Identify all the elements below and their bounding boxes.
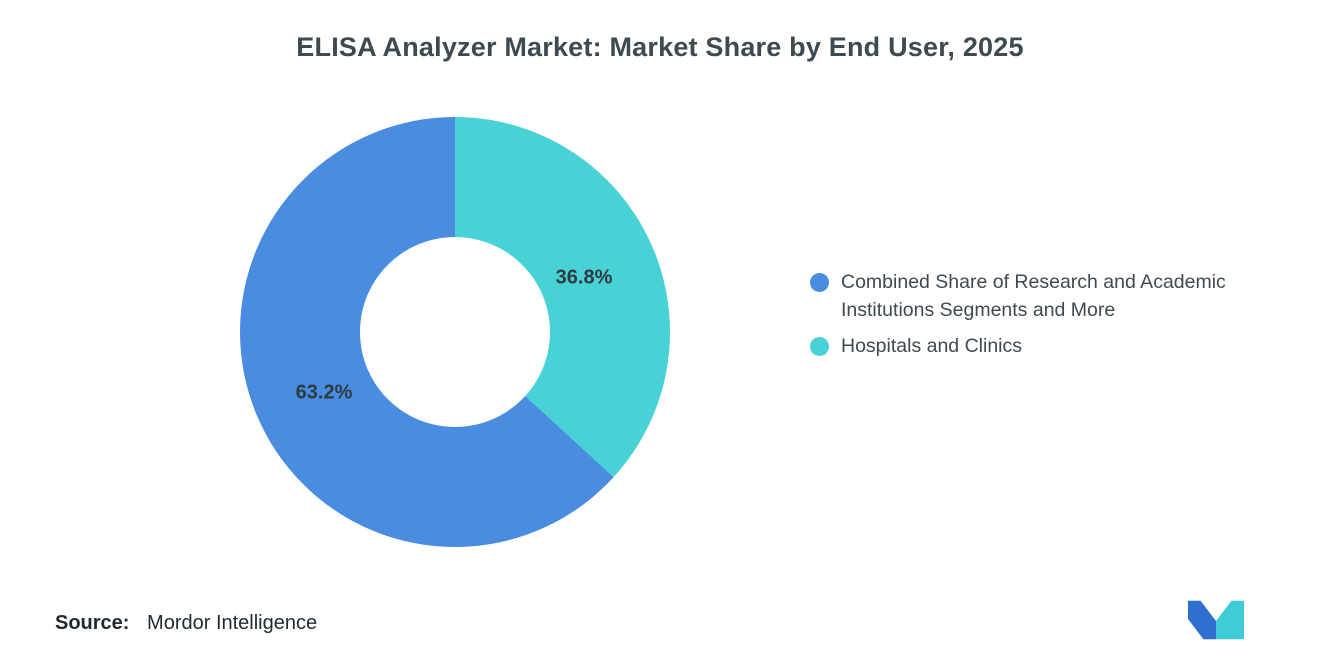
logo-right-shape bbox=[1216, 600, 1244, 640]
source-text: Mordor Intelligence bbox=[147, 612, 318, 634]
legend-label-research-academic: Combined Share of Research and Academic … bbox=[841, 271, 1226, 321]
donut-hole bbox=[360, 237, 550, 427]
mordor-intelligence-logo bbox=[1188, 600, 1244, 640]
legend-item-research-academic: Combined Share of Research and Academic … bbox=[810, 268, 1290, 324]
chart-title: ELISA Analyzer Market: Market Share by E… bbox=[296, 32, 1024, 62]
legend: Combined Share of Research and Academic … bbox=[810, 268, 1290, 368]
source-label: Source: bbox=[55, 612, 130, 634]
slice-label-hospitals-clinics: 36.8% bbox=[555, 266, 613, 289]
slice-label-research-academic: 63.2% bbox=[295, 381, 353, 404]
legend-dot-blue bbox=[810, 273, 829, 292]
legend-label-hospitals-clinics: Hospitals and Clinics bbox=[841, 335, 1022, 357]
donut-chart-area: 36.8% 63.2% bbox=[240, 117, 670, 547]
legend-dot-teal bbox=[810, 337, 829, 356]
source-row: Source: Mordor Intelligence bbox=[55, 612, 317, 635]
legend-item-hospitals-clinics: Hospitals and Clinics bbox=[810, 332, 1290, 360]
logo-left-shape bbox=[1188, 600, 1216, 640]
